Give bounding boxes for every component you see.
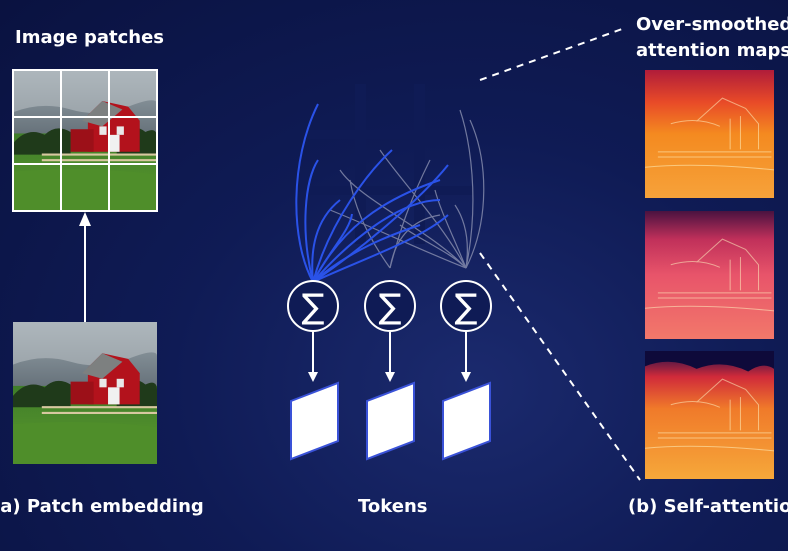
patch-grid	[12, 69, 158, 212]
sigma-symbol-3: ∑	[455, 287, 478, 327]
patchified-image	[12, 69, 158, 212]
sum-node-1: ∑	[287, 280, 339, 332]
attention-map-1	[645, 70, 774, 198]
attention-maps-title-line2: attention maps	[636, 40, 788, 61]
attention-map-3	[645, 351, 774, 479]
token-1	[290, 381, 339, 461]
callout-lines	[479, 27, 641, 481]
attention-map-2	[645, 211, 774, 339]
sum-node-2: ∑	[364, 280, 416, 332]
token-arrows	[308, 332, 471, 382]
attention-connections	[295, 103, 485, 283]
caption-tokens: Tokens	[358, 496, 428, 517]
token-3	[442, 381, 491, 461]
caption-patch-embedding: (a) Patch embedding	[0, 496, 204, 517]
sum-node-3: ∑	[440, 280, 492, 332]
input-image	[13, 322, 157, 464]
token-2	[366, 381, 415, 461]
embedding-arrow	[79, 212, 91, 322]
sigma-symbol-1: ∑	[302, 287, 325, 327]
sigma-symbol-2: ∑	[379, 287, 402, 327]
token-patch-grid	[307, 84, 473, 244]
image-patches-title: Image patches	[15, 27, 165, 48]
caption-self-attention: (b) Self-attention	[628, 496, 788, 517]
attention-maps-title-line1: Over-smoothed	[636, 14, 788, 35]
